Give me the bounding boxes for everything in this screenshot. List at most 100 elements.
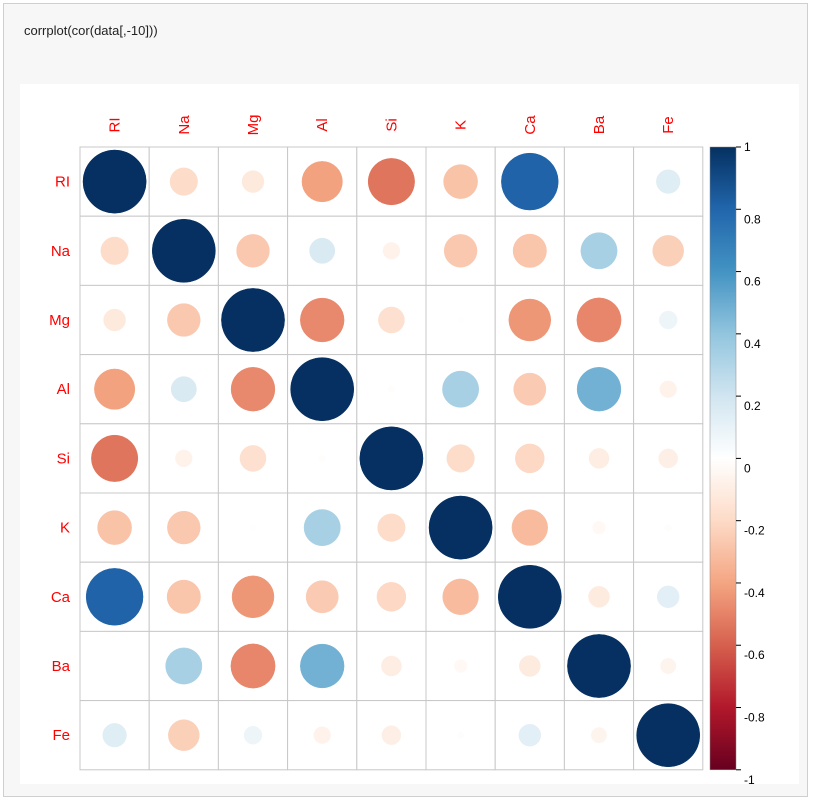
corr-circle-fe-ca [518,724,541,747]
row-label-ba: Ba [52,658,71,675]
corr-circle-mg-mg [221,288,285,352]
corr-circle-si-fe [658,448,678,469]
corr-circle-na-ri [100,236,129,265]
row-label-k: K [60,520,70,537]
corr-circle-na-ba [580,232,618,270]
colorbar-label: -0.2 [744,524,765,538]
corr-circle-fe-k [457,731,465,739]
corr-circle-mg-k [457,316,465,324]
colorbar-label: 0.6 [744,275,761,289]
corr-circle-k-na [167,510,201,545]
corr-circle-mg-ri [103,308,126,332]
corr-circle-ca-al [305,580,339,614]
corr-circle-ba-na [165,647,203,685]
col-label-ri: RI [107,118,124,133]
corr-circle-mg-na [167,303,201,337]
corr-circle-na-al [309,237,336,264]
plot-area: RI Na Mg Al Si K Ca Ba Fe RI Na Mg Al Si K Ca Ba Fe 1 0.8 0.… [20,84,799,784]
corr-circle-ba-mg [230,643,276,689]
corr-circle-mg-si [378,306,405,334]
corr-circle-si-na [175,449,193,468]
corr-circle-na-mg [236,234,270,268]
colorbar [709,146,737,771]
corr-circle-ca-k [442,578,479,615]
output-panel: corrplot(cor(data[,-10])) RI Na Mg Al Si K Ca B… [3,3,808,797]
col-label-al: Al [314,118,331,131]
corr-circle-si-mg [239,445,267,472]
corr-circle-ba-si [381,655,402,677]
colorbar-label: 0 [744,461,751,475]
corr-circle-k-ri [97,510,132,545]
col-label-mg: Mg [245,115,262,136]
corr-circle-k-ca [511,509,548,546]
corr-circle-ri-ca [501,152,559,211]
corr-circle-ba-k [454,659,468,673]
grid-cell [287,284,358,356]
corr-circle-ca-si [376,582,407,612]
corr-circle-fe-na [168,719,200,751]
corr-circle-si-ri [91,434,139,482]
corr-circle-mg-ca [508,298,552,342]
corr-circle-si-k [446,444,475,473]
corr-circle-ca-ri [85,568,144,626]
corr-circle-fe-mg [243,726,263,745]
corr-circle-ca-ca [497,564,562,629]
corr-circle-si-ba [588,448,610,469]
corr-circle-k-ba [592,521,606,535]
corr-circle-ri-k [443,164,478,199]
colorbar-label: -0.4 [744,586,765,600]
corr-circle-mg-fe [659,310,678,330]
col-label-k: K [453,120,470,130]
corr-circle-ri-al [301,161,343,203]
corr-circle-si-ca [515,443,545,474]
grid-cell [79,630,150,702]
col-label-fe: Fe [660,116,677,134]
corr-circle-al-al [290,357,355,422]
col-label-ba: Ba [591,115,608,134]
corr-circle-na-k [443,234,478,268]
corr-circle-ba-ca [519,655,541,677]
grid-cell [356,215,427,286]
corrplot-chart: RI Na Mg Al Si K Ca Ba Fe RI Na Mg Al Si K Ca Ba Fe 1 0.8 0.… [49,115,765,784]
corr-circle-k-k [428,495,493,560]
col-label-na: Na [176,115,193,135]
colorbar-label: 0.2 [744,399,761,413]
colorbar-label: 0.8 [744,212,761,226]
row-label-ri: RI [55,174,70,191]
corr-circle-k-si [377,513,406,542]
corr-circle-ri-mg [241,170,265,193]
corr-circle-fe-al [313,726,331,744]
row-label-ca: Ca [51,589,71,606]
corr-circle-al-k [442,370,480,408]
corr-circle-fe-ba [591,727,607,744]
corr-circle-si-si [359,426,424,491]
corr-circle-na-ca [512,233,547,268]
corr-circle-fe-ri [102,723,127,748]
corr-circle-fe-si [381,725,402,745]
col-label-ca: Ca [522,115,539,135]
grid-cell [563,146,635,217]
colorbar-label: -1 [744,773,755,784]
grid [79,146,704,771]
corr-circle-al-fe [659,380,677,398]
row-label-na: Na [51,243,71,260]
corr-circle-na-si [382,242,401,260]
corr-circle-ca-na [166,579,201,614]
row-label-si: Si [57,450,70,467]
corr-circle-al-mg [230,367,276,412]
corr-circle-ri-ri [82,149,147,214]
corr-circle-ba-ba [567,634,631,698]
corr-circle-mg-ba [576,297,622,343]
col-label-si: Si [383,118,400,131]
corr-circle-ri-na [169,167,198,196]
corr-circle-si-al [318,454,326,462]
corr-circle-na-na [151,218,216,283]
colorbar-label: 0.4 [744,337,761,351]
colorbar-label: -0.8 [744,711,765,725]
corr-circle-al-ri [94,368,136,410]
corr-circle-al-na [170,376,197,403]
colorbar-label: -0.6 [744,648,765,662]
corr-circle-al-ba [576,367,622,412]
corr-circle-al-ca [513,372,547,406]
corr-circle-mg-al [300,297,345,343]
